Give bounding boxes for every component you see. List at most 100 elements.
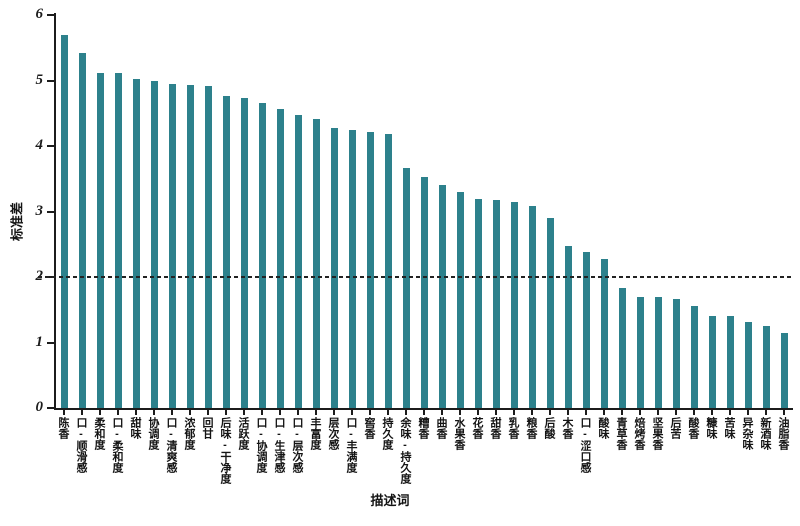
bar xyxy=(492,200,500,408)
y-axis-line xyxy=(54,13,56,408)
x-category-label: 口-清爽感 xyxy=(165,417,177,473)
x-tick-mark xyxy=(621,410,623,415)
bar xyxy=(672,299,680,408)
x-tick-mark xyxy=(693,410,695,415)
x-category-label: 持久度 xyxy=(381,417,393,450)
x-tick-mark xyxy=(729,410,731,415)
x-tick-mark xyxy=(261,410,263,415)
x-tick-mark xyxy=(387,410,389,415)
x-tick-mark xyxy=(207,410,209,415)
x-tick-mark xyxy=(423,410,425,415)
x-tick-mark xyxy=(297,410,299,415)
x-category-label: 坚果香 xyxy=(651,417,663,450)
x-tick-mark xyxy=(711,410,713,415)
bar xyxy=(528,206,536,408)
x-tick-mark xyxy=(549,410,551,415)
x-tick-mark xyxy=(243,410,245,415)
bar xyxy=(780,333,788,408)
x-category-label: 曲香 xyxy=(435,417,447,439)
x-category-label: 酸味 xyxy=(597,417,609,439)
x-tick-mark xyxy=(531,410,533,415)
x-tick-mark xyxy=(63,410,65,415)
x-category-label: 协调度 xyxy=(147,417,159,450)
x-tick-mark xyxy=(279,410,281,415)
x-category-label: 柔和度 xyxy=(93,417,105,450)
x-category-label: 口-顺滑感 xyxy=(75,417,87,473)
x-category-label: 陈香 xyxy=(57,417,69,439)
bar xyxy=(564,245,572,408)
x-category-label: 糠味 xyxy=(705,417,717,439)
bar xyxy=(150,80,158,408)
bar xyxy=(690,305,698,408)
bar xyxy=(294,114,302,408)
bar xyxy=(222,96,230,408)
bar xyxy=(456,191,464,408)
x-tick-mark xyxy=(639,410,641,415)
x-tick-mark xyxy=(135,410,137,415)
x-category-label: 口-柔和度 xyxy=(111,417,123,473)
x-category-label: 异杂味 xyxy=(741,417,753,450)
bar xyxy=(114,73,122,408)
x-tick-mark xyxy=(369,410,371,415)
x-category-label: 口-生津感 xyxy=(273,417,285,473)
bar xyxy=(636,296,644,408)
x-category-label: 后苦 xyxy=(669,417,681,439)
bar xyxy=(438,185,446,408)
x-tick-mark xyxy=(189,410,191,415)
x-tick-mark xyxy=(441,410,443,415)
bar xyxy=(132,78,140,408)
x-category-label: 油脂香 xyxy=(777,417,789,450)
x-category-label: 口-涩口感 xyxy=(579,417,591,473)
y-axis-title: 标准差 xyxy=(9,202,25,242)
reference-dashed-line xyxy=(38,276,793,278)
x-category-label: 糟香 xyxy=(417,417,429,439)
y-tick-label: 1 xyxy=(35,333,44,350)
x-tick-mark xyxy=(477,410,479,415)
bar xyxy=(420,176,428,408)
x-tick-mark xyxy=(81,410,83,415)
x-category-label: 苦味 xyxy=(723,417,735,439)
y-tick-label: 0 xyxy=(35,399,44,415)
y-tick-mark xyxy=(47,145,54,147)
x-category-label: 花香 xyxy=(471,417,483,439)
x-category-label: 浓郁度 xyxy=(183,417,195,450)
x-category-label: 口-丰满度 xyxy=(345,417,357,473)
bar xyxy=(654,297,662,408)
bar xyxy=(474,199,482,408)
bar xyxy=(510,201,518,408)
bar xyxy=(762,326,770,408)
bar xyxy=(384,133,392,408)
bar xyxy=(366,132,374,408)
x-category-label: 窖香 xyxy=(363,417,375,439)
x-category-label: 活跃度 xyxy=(237,417,249,450)
bar xyxy=(276,109,284,408)
x-category-label: 酸香 xyxy=(687,417,699,439)
bar xyxy=(168,83,176,408)
x-category-label: 青草香 xyxy=(615,417,627,450)
y-tick-mark xyxy=(47,14,54,16)
x-tick-mark xyxy=(333,410,335,415)
x-tick-mark xyxy=(567,410,569,415)
y-tick-mark xyxy=(47,79,54,82)
bar xyxy=(546,218,554,408)
bar xyxy=(96,72,104,408)
y-tick-label: 5 xyxy=(35,71,44,88)
x-category-label: 后酸 xyxy=(543,417,555,439)
bar xyxy=(186,85,194,408)
x-tick-mark xyxy=(459,410,461,415)
x-category-label: 水果香 xyxy=(453,417,465,450)
x-category-label: 甜味 xyxy=(129,417,141,439)
x-category-label: 后味-干净度 xyxy=(219,417,231,484)
x-tick-mark xyxy=(405,410,407,415)
bar xyxy=(618,287,626,408)
bar xyxy=(726,316,734,408)
x-tick-mark xyxy=(747,410,749,415)
bar xyxy=(78,53,86,408)
x-category-label: 余味-持久度 xyxy=(399,417,411,484)
x-category-label: 木香 xyxy=(561,417,573,439)
bar xyxy=(312,118,320,408)
bar xyxy=(60,34,68,408)
x-axis-title: 描述词 xyxy=(370,493,410,508)
x-category-label: 层次感 xyxy=(327,417,339,450)
